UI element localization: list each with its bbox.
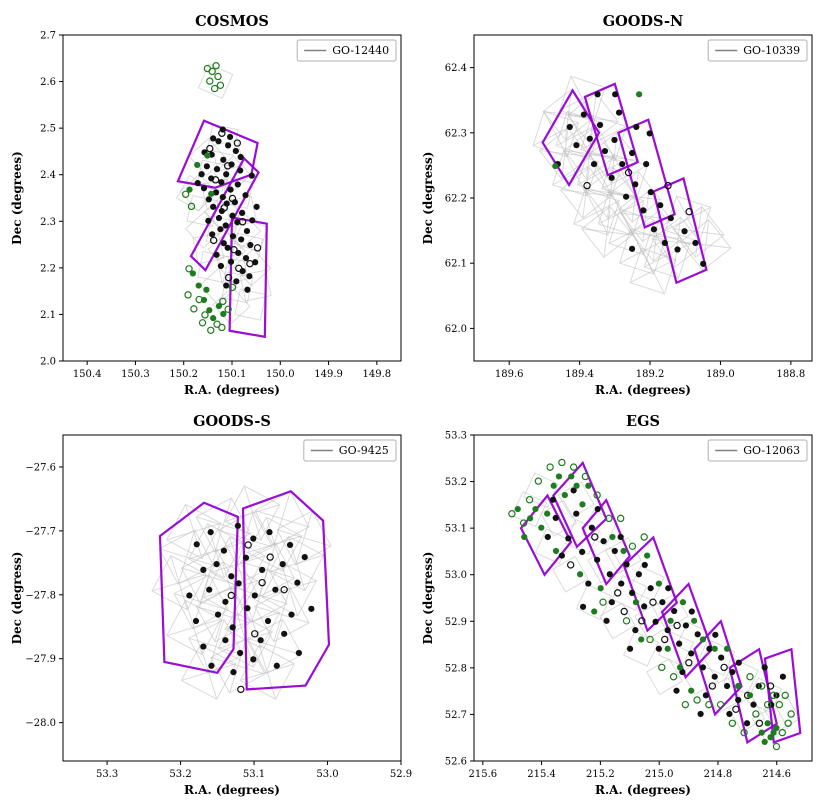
svg-text:149.9: 149.9: [314, 369, 343, 380]
egs-chart: 215.6 215.4 215.2 215.0 214.8 214.6 52.6 52.7 52…: [421, 413, 813, 797]
svg-text:215.6: 215.6: [469, 769, 498, 780]
svg-text:53.2: 53.2: [445, 477, 467, 488]
svg-text:Dec (degress): Dec (degress): [10, 552, 24, 645]
svg-text:R.A. (degrees): R.A. (degrees): [595, 783, 691, 797]
svg-text:R.A. (degrees): R.A. (degrees): [184, 383, 280, 397]
svg-text:GO-12063: GO-12063: [743, 444, 800, 457]
svg-text:GOODS-N: GOODS-N: [603, 13, 684, 30]
panel-goods-s: 53.3 53.2 53.1 53.0 52.9 −28.0 −27.9 −27.8 −27.7…: [6, 407, 414, 803]
svg-text:150.3: 150.3: [121, 369, 150, 380]
svg-text:62.4: 62.4: [445, 63, 467, 74]
svg-text:52.9: 52.9: [390, 769, 412, 780]
svg-text:−27.6: −27.6: [25, 462, 56, 473]
svg-text:R.A. (degrees): R.A. (degrees): [595, 383, 691, 397]
svg-text:2.7: 2.7: [40, 31, 56, 42]
svg-text:53.1: 53.1: [243, 769, 265, 780]
panel-goods-n: 189.6 189.4 189.2 189.0 188.8 62.0 62.1 62.2 62.…: [418, 7, 826, 403]
svg-text:215.2: 215.2: [586, 769, 615, 780]
svg-text:189.2: 189.2: [636, 369, 665, 380]
svg-text:215.0: 215.0: [645, 769, 674, 780]
svg-text:GO-10339: GO-10339: [743, 44, 800, 57]
svg-text:149.8: 149.8: [362, 369, 391, 380]
svg-text:62.3: 62.3: [445, 128, 467, 139]
svg-text:52.9: 52.9: [445, 617, 467, 628]
svg-text:214.8: 214.8: [704, 769, 733, 780]
svg-text:150.1: 150.1: [217, 369, 246, 380]
svg-text:GO-9425: GO-9425: [339, 444, 389, 457]
svg-text:62.2: 62.2: [445, 194, 467, 205]
svg-text:52.8: 52.8: [445, 663, 467, 674]
svg-text:150.2: 150.2: [169, 369, 198, 380]
svg-text:215.4: 215.4: [528, 769, 557, 780]
svg-text:−27.9: −27.9: [25, 654, 56, 665]
svg-text:189.6: 189.6: [495, 369, 524, 380]
goods-s-chart: 53.3 53.2 53.1 53.0 52.9 −28.0 −27.9 −27.8 −27.7…: [10, 413, 412, 797]
svg-text:53.1: 53.1: [445, 524, 467, 535]
svg-text:−28.0: −28.0: [25, 718, 56, 729]
svg-text:−27.8: −27.8: [25, 590, 56, 601]
svg-text:2.2: 2.2: [40, 263, 56, 274]
svg-text:189.4: 189.4: [566, 369, 595, 380]
svg-text:214.6: 214.6: [763, 769, 792, 780]
svg-text:53.3: 53.3: [96, 769, 118, 780]
cosmos-chart: 150.4 150.3 150.2 150.1 150.0 149.9 149.8 2.0 2.…: [10, 13, 402, 397]
svg-text:2.0: 2.0: [40, 357, 56, 368]
svg-text:EGS: EGS: [626, 413, 660, 430]
svg-text:−27.7: −27.7: [25, 526, 56, 537]
svg-text:Dec (degress): Dec (degress): [421, 152, 435, 245]
svg-text:2.6: 2.6: [40, 77, 56, 88]
svg-text:52.6: 52.6: [445, 757, 467, 768]
svg-text:COSMOS: COSMOS: [195, 13, 269, 30]
svg-text:2.5: 2.5: [40, 124, 56, 135]
svg-text:52.7: 52.7: [445, 710, 467, 721]
svg-text:Dec (degress): Dec (degress): [421, 552, 435, 645]
svg-text:2.4: 2.4: [40, 170, 56, 181]
svg-text:189.0: 189.0: [706, 369, 735, 380]
panel-cosmos: 150.4 150.3 150.2 150.1 150.0 149.9 149.8 2.0 2.…: [6, 7, 414, 403]
svg-text:GOODS-S: GOODS-S: [193, 413, 271, 430]
svg-text:188.8: 188.8: [777, 369, 806, 380]
goods-n-chart: 189.6 189.4 189.2 189.0 188.8 62.0 62.1 62.2 62.…: [421, 13, 813, 397]
svg-text:Dec (degrees): Dec (degrees): [10, 151, 24, 245]
svg-text:62.0: 62.0: [445, 324, 467, 335]
svg-text:R.A. (degrees): R.A. (degrees): [184, 783, 280, 797]
svg-text:53.0: 53.0: [316, 769, 338, 780]
svg-text:2.3: 2.3: [40, 217, 56, 228]
panel-egs: 215.6 215.4 215.2 215.0 214.8 214.6 52.6 52.7 52…: [418, 407, 826, 803]
svg-text:150.4: 150.4: [73, 369, 102, 380]
svg-text:53.0: 53.0: [445, 570, 467, 581]
svg-text:62.1: 62.1: [445, 259, 467, 270]
svg-text:150.0: 150.0: [266, 369, 295, 380]
svg-text:GO-12440: GO-12440: [332, 44, 389, 57]
svg-text:2.1: 2.1: [40, 310, 56, 321]
svg-text:53.3: 53.3: [445, 431, 467, 442]
svg-text:53.2: 53.2: [169, 769, 191, 780]
